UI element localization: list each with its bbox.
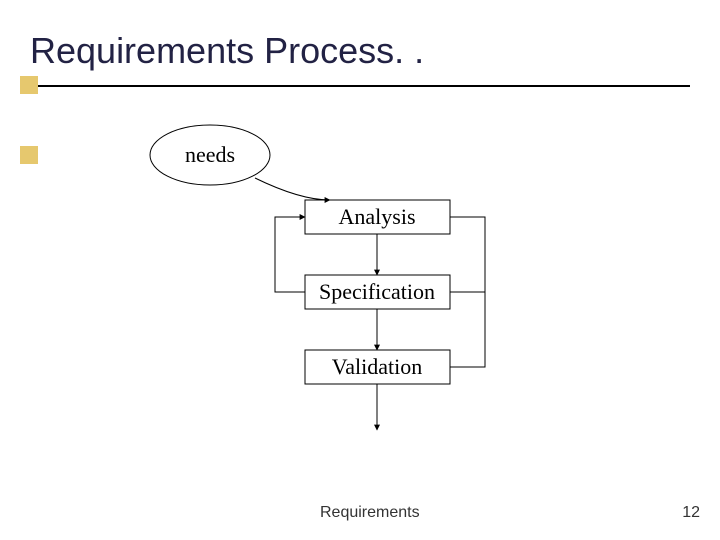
edge-needs-analysis [255,178,330,200]
process-diagram: needs Analysis Specification Validation [0,0,720,540]
node-needs-label: needs [185,142,235,167]
node-validation-label: Validation [332,354,422,379]
edge-right-loop [450,217,485,367]
node-specification-label: Specification [319,279,435,304]
edge-left-loop [275,217,305,292]
node-analysis-label: Analysis [339,204,416,229]
page-number: 12 [682,504,700,522]
footer-label: Requirements [320,504,420,522]
